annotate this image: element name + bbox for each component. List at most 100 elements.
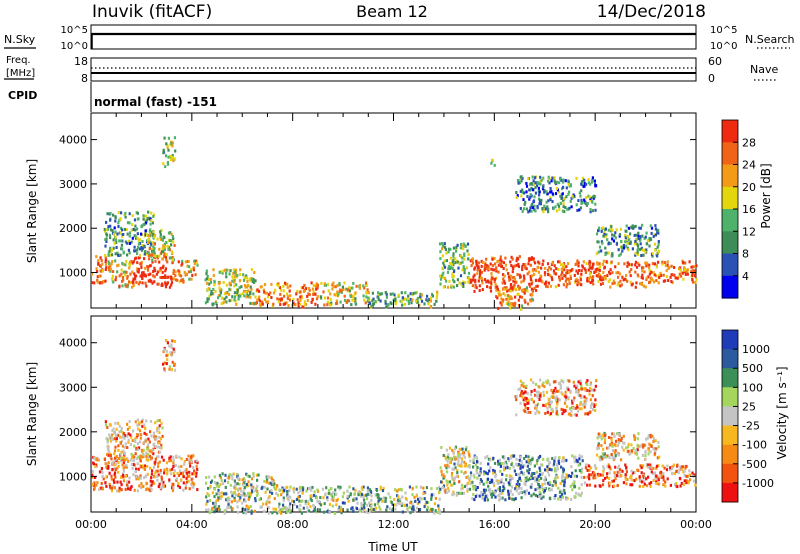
velocity-cell [448,446,452,450]
power-cell [142,217,145,221]
power-cell [527,210,530,214]
velocity-cell [241,501,244,505]
power-cell [462,285,465,288]
power-cell [365,281,368,285]
velocity-cell [675,470,678,473]
velocity-cell [627,449,630,453]
power-cell [112,270,115,273]
velocity-cell [323,510,326,514]
power-cell [108,266,111,270]
velocity-cell [608,436,611,439]
velocity-cell [119,435,122,439]
power-cell [523,202,526,206]
power-cell [652,235,655,238]
velocity-cell [172,461,175,465]
velocity-cell [467,464,470,468]
power-cell [106,212,109,216]
velocity-cell [301,488,305,492]
velocity-cell [524,403,527,407]
velocity-cell [492,471,495,475]
velocity-cell [114,456,117,460]
power-cell [254,302,258,305]
velocity-cell [166,358,169,362]
power-cell [538,202,541,206]
power-cell [576,283,579,287]
velocity-cell [539,495,542,499]
velocity-cell [119,452,122,456]
velocity-cell [677,471,680,475]
power-cell [519,189,522,193]
power-cell [289,284,292,288]
power-cell [168,238,171,242]
velocity-cell [304,502,307,506]
power-cell [414,291,417,295]
velocity-cell [476,466,479,469]
power-cell [583,178,586,182]
velocity-cell [466,475,470,479]
velocity-cell [613,474,616,478]
velocity-cell [521,463,524,467]
velocity-cell [583,405,586,409]
velocity-cell [255,473,258,477]
power-cell [618,272,622,276]
power-cell [196,263,199,267]
velocity-cell [220,495,223,498]
power-cell [619,252,622,256]
power-cell [354,297,357,301]
velocity-colorbar-swatch [722,368,738,388]
power-cell [502,267,505,270]
power-cell [629,232,632,236]
power-cell [629,274,632,278]
velocity-cell [267,506,270,510]
velocity-cell [330,498,333,502]
velocity-cell [369,504,372,508]
velocity-cell [548,468,551,471]
velocity-cell [603,438,607,442]
power-cell [306,299,309,302]
velocity-cell [453,482,456,485]
power-cell [546,205,549,209]
power-colorbar-swatch [722,120,738,143]
velocity-cell [625,482,628,486]
velocity-cell [662,478,665,482]
velocity-cell [506,466,509,470]
power-cell [537,197,541,201]
power-cell [151,221,154,225]
power-cell [584,268,587,272]
velocity-cell [644,458,647,461]
velocity-cell [451,476,454,480]
velocity-cell [247,480,250,484]
velocity-cell [129,433,132,437]
velocity-cell [121,439,124,443]
velocity-cell [603,431,606,435]
velocity-cell [224,486,227,489]
velocity-cell [187,454,190,458]
velocity-cell [339,485,342,489]
power-cell [639,226,642,230]
velocity-cell [498,479,501,483]
velocity-cell [132,429,135,433]
velocity-cell [522,381,525,385]
velocity-cell [597,442,600,446]
power-cell [493,278,496,281]
power-cell [580,180,584,184]
velocity-cell [504,498,507,502]
power-cell [518,181,521,185]
power-cell [585,262,588,266]
power-cell [691,274,694,277]
velocity-cell [546,470,549,474]
power-cell [248,295,251,299]
velocity-cell [489,466,492,470]
velocity-cell [449,461,452,465]
velocity-cell [573,474,576,478]
power-cell [101,281,104,285]
power-cell [626,241,629,245]
velocity-cell [541,383,544,387]
power-cell [246,280,249,283]
velocity-cell [389,495,392,499]
power-cell [124,211,127,215]
power-cell [546,285,549,289]
velocity-cell [185,476,188,480]
power-cell [289,294,292,298]
power-cell [616,283,619,287]
